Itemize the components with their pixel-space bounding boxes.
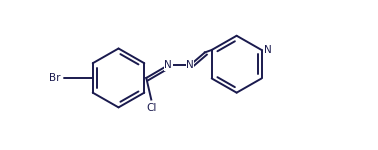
Text: N: N (186, 60, 194, 70)
Text: Br: Br (50, 73, 61, 83)
Text: Cl: Cl (146, 103, 156, 113)
Text: N: N (164, 60, 172, 70)
Text: N: N (263, 45, 271, 55)
